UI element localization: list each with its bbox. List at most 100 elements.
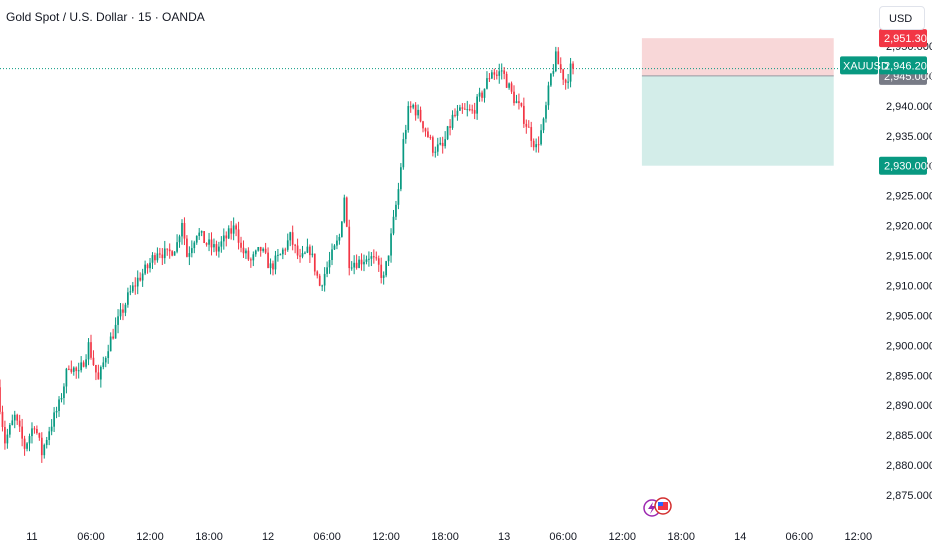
price-axis[interactable]: 2,875.000 2,880.000 2,885.000 2,890.000 2,89… xyxy=(886,41,932,502)
candle-body xyxy=(13,414,16,421)
candle-body xyxy=(188,253,191,257)
candle-body xyxy=(208,239,210,245)
candle-body xyxy=(554,51,557,72)
candle-body xyxy=(404,130,407,140)
candle-body xyxy=(449,126,451,128)
candle-body xyxy=(146,264,149,269)
stop-loss-zone[interactable] xyxy=(641,38,834,76)
candle-body xyxy=(358,259,360,268)
price-tick-label: 2,920.000 xyxy=(886,221,932,233)
candle-body xyxy=(252,254,255,261)
candle-body xyxy=(193,242,196,249)
current-price-tag-bg xyxy=(879,56,927,75)
position-zones[interactable] xyxy=(641,38,834,166)
candle-body xyxy=(294,244,296,246)
candle-body xyxy=(149,262,151,269)
currency-button[interactable]: USD xyxy=(879,6,925,30)
candle-body xyxy=(23,438,26,449)
candle-body xyxy=(400,167,402,190)
candle-body xyxy=(55,410,58,413)
candle-body xyxy=(363,261,365,265)
candle-body xyxy=(119,309,122,317)
candle-body xyxy=(85,359,87,367)
candle-body xyxy=(92,357,95,365)
candle-body xyxy=(412,104,415,108)
candle-body xyxy=(385,261,387,276)
time-tick-label: 12:00 xyxy=(372,531,400,543)
candle-body xyxy=(0,387,1,412)
candle-body xyxy=(166,248,169,250)
candle-body xyxy=(240,242,242,248)
candle-body xyxy=(387,255,390,262)
candle-body xyxy=(127,292,129,305)
candle-body xyxy=(316,271,319,276)
candle-body xyxy=(503,70,506,74)
candle-body xyxy=(355,262,358,268)
candle-body xyxy=(422,121,424,129)
candle-body xyxy=(409,106,412,108)
candle-body xyxy=(382,275,385,278)
candle-body xyxy=(360,259,363,265)
candle-body xyxy=(82,362,85,367)
candle-body xyxy=(122,309,124,313)
candle-body xyxy=(139,277,142,281)
candle-body xyxy=(112,336,114,339)
candle-body xyxy=(530,127,533,141)
candle-body xyxy=(161,254,164,259)
candle-body xyxy=(215,244,218,252)
candle-body xyxy=(392,216,395,234)
candle-body xyxy=(370,256,373,259)
candle-body xyxy=(434,151,437,153)
candle-body xyxy=(141,273,144,281)
candle-body xyxy=(313,253,316,272)
candle-body xyxy=(220,241,223,247)
candle-body xyxy=(459,107,461,111)
candle-body xyxy=(454,114,456,116)
candle-body xyxy=(380,264,383,278)
candle-body xyxy=(16,414,19,421)
candle-body xyxy=(535,144,538,148)
candle-body xyxy=(31,428,33,437)
candle-body xyxy=(205,243,208,245)
candle-body xyxy=(87,342,90,360)
candle-body xyxy=(419,109,422,122)
candle-body xyxy=(545,105,547,119)
event-icons[interactable] xyxy=(643,497,672,517)
candle-body xyxy=(318,275,321,286)
candle-body xyxy=(195,235,198,243)
candle-body xyxy=(552,71,555,74)
candle-body xyxy=(102,362,105,368)
candle-body xyxy=(407,106,410,131)
candle-body xyxy=(151,255,154,263)
candle-body xyxy=(257,246,260,251)
time-tick-label: 06:00 xyxy=(549,531,577,543)
time-tick-label: 12:00 xyxy=(136,531,164,543)
take-profit-zone[interactable] xyxy=(641,75,834,166)
candle-body xyxy=(540,130,542,145)
candle-body xyxy=(336,240,338,246)
price-tick-label: 2,875.000 xyxy=(886,490,932,502)
time-tick-label: 12:00 xyxy=(845,531,873,543)
candle-body xyxy=(286,240,289,250)
current-price-tag: 2,946.205 xyxy=(884,60,932,72)
candle-body xyxy=(350,267,353,269)
candle-body xyxy=(321,285,324,287)
candle-body xyxy=(11,420,14,425)
price-tick-label: 2,900.000 xyxy=(886,340,932,352)
candle-body xyxy=(99,367,102,380)
candle-body xyxy=(486,78,488,89)
candle-body xyxy=(131,285,134,292)
candle-body xyxy=(173,251,176,256)
candle-body xyxy=(309,246,311,256)
take-profit-tag-bg xyxy=(879,156,927,175)
candle-body xyxy=(171,251,174,256)
take-profit-tag: 2,930.000 xyxy=(884,161,932,173)
candle-body xyxy=(235,225,237,230)
candle-body xyxy=(323,273,326,286)
candle-body xyxy=(254,250,257,255)
candle-body xyxy=(242,247,245,254)
time-axis[interactable]: 11 06:00 12:00 18:00 12 06:00 12:00 18:00 13 06:0… xyxy=(26,531,872,543)
candle-body xyxy=(38,433,41,438)
stop-loss-tag-bg xyxy=(879,29,927,48)
